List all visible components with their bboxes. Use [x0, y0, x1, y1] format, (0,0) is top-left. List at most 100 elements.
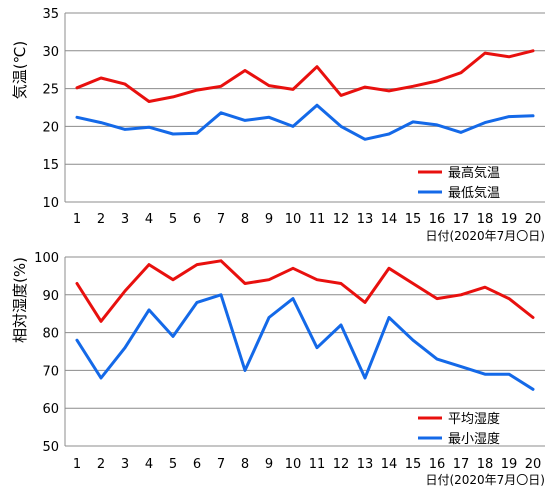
- x-tick-label: 7: [217, 212, 225, 227]
- data-point: [363, 85, 367, 89]
- data-point: [195, 88, 199, 92]
- y-tick-label: 60: [42, 402, 59, 417]
- legend-label: 平均湿度: [448, 411, 500, 427]
- y-tick-label: 25: [42, 83, 59, 98]
- x-tick-label: 4: [145, 212, 153, 227]
- data-point: [219, 293, 223, 296]
- data-point: [435, 79, 439, 83]
- data-point: [147, 125, 151, 129]
- data-point: [531, 49, 535, 52]
- data-point: [195, 263, 199, 266]
- x-tick-label: 17: [453, 457, 470, 472]
- x-tick-label: 5: [169, 457, 177, 472]
- x-axis-label: 日付(2020年7月〇日): [425, 229, 545, 243]
- data-point: [75, 338, 79, 342]
- x-tick-label: 4: [145, 457, 153, 472]
- data-point: [195, 132, 199, 135]
- x-tick-label: 10: [285, 212, 302, 227]
- x-tick-label: 3: [121, 212, 129, 227]
- data-point: [387, 267, 391, 270]
- x-tick-label: 12: [333, 457, 350, 472]
- data-point: [483, 121, 487, 124]
- x-tick-label: 16: [429, 457, 446, 472]
- data-point: [147, 308, 151, 312]
- x-tick-label: 17: [453, 212, 470, 227]
- data-point: [315, 346, 319, 349]
- series-line-2: [75, 293, 535, 391]
- data-point: [315, 104, 319, 107]
- data-point: [99, 121, 103, 124]
- data-point: [99, 376, 103, 380]
- x-tick-label: 6: [193, 457, 201, 472]
- y-tick-label: 90: [42, 289, 59, 304]
- x-tick-label: 6: [193, 212, 201, 227]
- data-point: [267, 116, 271, 119]
- data-point: [435, 123, 439, 127]
- data-point: [483, 372, 487, 376]
- data-point: [339, 282, 343, 285]
- data-point: [123, 128, 127, 131]
- data-point: [411, 85, 415, 88]
- data-point: [171, 278, 175, 281]
- data-point: [171, 132, 175, 136]
- x-tick-label: 19: [501, 212, 518, 227]
- x-tick-label: 20: [525, 457, 542, 472]
- data-point: [459, 71, 463, 74]
- data-point: [339, 125, 343, 128]
- data-point: [75, 282, 79, 285]
- data-point: [171, 95, 175, 99]
- data-point: [363, 138, 367, 141]
- x-tick-label: 18: [477, 212, 494, 227]
- data-point: [147, 100, 151, 103]
- data-point: [315, 65, 319, 68]
- y-tick-label: 70: [42, 364, 59, 379]
- x-tick-label: 14: [381, 212, 398, 227]
- data-point: [507, 55, 511, 59]
- data-point: [387, 89, 391, 93]
- x-tick-label: 11: [309, 457, 326, 472]
- series-line-1: [75, 259, 535, 323]
- x-axis-label: 日付(2020年7月〇日): [425, 473, 545, 487]
- x-tick-label: 1: [73, 212, 81, 227]
- y-tick-label: 50: [42, 440, 59, 455]
- data-point: [387, 316, 391, 319]
- data-point: [267, 84, 271, 87]
- y-tick-label: 20: [42, 120, 59, 135]
- data-point: [363, 301, 367, 304]
- data-point: [339, 323, 343, 327]
- data-point: [411, 120, 415, 124]
- data-point: [123, 82, 127, 86]
- x-tick-label: 18: [477, 457, 494, 472]
- data-point: [507, 115, 511, 118]
- data-point: [387, 132, 391, 136]
- y-tick-label: 80: [42, 327, 59, 342]
- series-line-2: [75, 103, 535, 141]
- x-tick-label: 19: [501, 457, 518, 472]
- data-point: [507, 297, 511, 300]
- x-tick-label: 10: [285, 457, 302, 472]
- data-point: [435, 297, 439, 300]
- data-point: [315, 278, 319, 281]
- data-point: [267, 316, 271, 319]
- x-tick-label: 11: [309, 212, 326, 227]
- data-point: [459, 365, 463, 368]
- data-point: [507, 372, 511, 376]
- x-tick-label: 20: [525, 212, 542, 227]
- x-tick-label: 2: [97, 212, 105, 227]
- data-point: [75, 86, 79, 90]
- x-tick-label: 15: [405, 457, 422, 472]
- data-point: [75, 116, 79, 119]
- legend-label: 最低気温: [448, 185, 500, 201]
- data-point: [123, 289, 127, 293]
- y-tick-label: 15: [42, 158, 59, 173]
- x-tick-label: 13: [357, 457, 374, 472]
- data-point: [411, 338, 415, 342]
- data-point: [483, 286, 487, 289]
- data-point: [531, 316, 535, 319]
- data-point: [219, 259, 223, 262]
- y-tick-label: 30: [42, 45, 59, 60]
